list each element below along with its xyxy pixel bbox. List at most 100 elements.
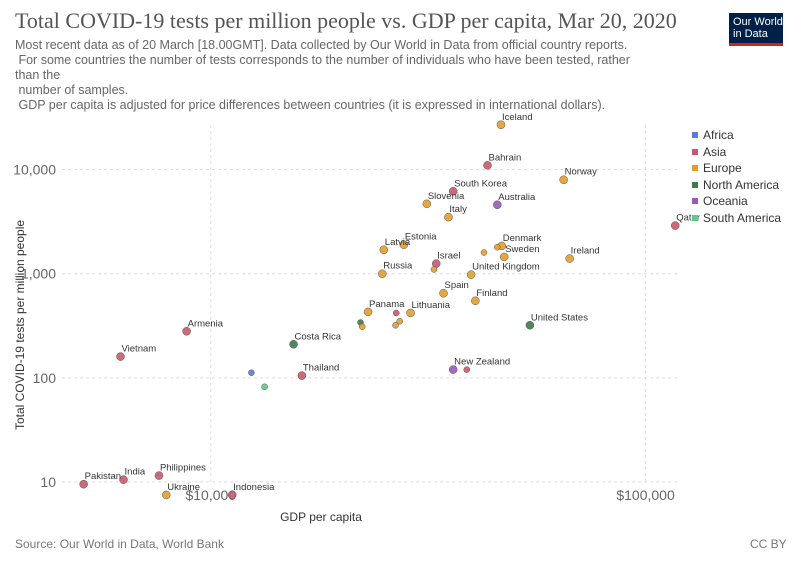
data-point[interactable] <box>448 365 458 374</box>
data-point[interactable] <box>289 340 298 349</box>
x-tick-label: $100,000 <box>616 487 675 503</box>
point-label: Denmark <box>503 233 542 244</box>
legend-item[interactable]: South America <box>692 210 781 227</box>
data-point[interactable] <box>182 327 191 336</box>
y-axis-title: Total COVID-19 tests per million people <box>13 220 27 430</box>
data-point[interactable] <box>379 245 389 255</box>
data-point[interactable] <box>448 187 458 196</box>
data-point[interactable] <box>493 200 502 210</box>
point-label: Spain <box>445 280 469 291</box>
subtitle-line: For some countries the number of tests c… <box>15 53 630 67</box>
legend-label: South America <box>703 210 782 225</box>
point-label: Armenia <box>188 318 224 329</box>
legend-label: Asia <box>703 144 727 159</box>
data-point[interactable] <box>119 475 128 484</box>
data-point[interactable] <box>466 270 476 279</box>
point-label: Qatar <box>676 213 700 224</box>
legend-label: Oceania <box>703 194 748 209</box>
legend-label: Europe <box>703 161 742 176</box>
point-label: Australia <box>498 192 536 203</box>
subtitle-line: number of samples. <box>15 83 129 97</box>
data-point[interactable] <box>162 490 171 500</box>
source-note[interactable]: Source: Our World in Data, World Bank <box>15 537 224 551</box>
data-point[interactable] <box>565 254 574 263</box>
point-label: Sweden <box>505 244 539 255</box>
data-point[interactable] <box>399 240 409 249</box>
point-label: Iceland <box>502 112 533 123</box>
point-label: United States <box>531 312 588 323</box>
data-point[interactable] <box>471 296 480 306</box>
logo-line: Our World <box>733 16 783 28</box>
subtitle-line: than the <box>15 68 61 82</box>
subtitle-line: Most recent data as of 20 March [18.00GM… <box>15 38 628 52</box>
point-label: India <box>125 467 146 478</box>
data-point[interactable] <box>248 369 255 376</box>
point-label: Ireland <box>571 246 600 257</box>
point-label: Bahrain <box>489 152 522 163</box>
legend-item[interactable]: Asia <box>692 144 781 161</box>
data-point[interactable] <box>494 243 501 251</box>
point-label: Panama <box>369 299 405 310</box>
legend-swatch <box>692 148 698 155</box>
data-point[interactable] <box>496 120 506 130</box>
data-point[interactable] <box>480 249 488 256</box>
data-point[interactable] <box>261 383 268 391</box>
point-label: Finland <box>476 288 507 299</box>
legend-swatch <box>692 165 698 172</box>
data-point[interactable] <box>116 352 125 361</box>
legend-item[interactable]: Europe <box>692 160 781 177</box>
data-point[interactable] <box>297 371 307 380</box>
data-point[interactable] <box>463 366 471 373</box>
data-point[interactable] <box>358 323 366 330</box>
y-tick-label: 10,000 <box>13 162 56 178</box>
data-point[interactable] <box>499 252 509 262</box>
legend-item[interactable]: Oceania <box>692 193 781 210</box>
data-point[interactable] <box>392 322 399 329</box>
point-label: Russia <box>383 261 413 272</box>
point-label: Norway <box>565 167 597 178</box>
data-point[interactable] <box>483 161 492 170</box>
legend-swatch <box>692 198 698 205</box>
tick-labels: 10 100 1,000 10,000 $10,000 $100,000 <box>13 162 675 503</box>
logo-line: in Data <box>733 28 768 40</box>
subtitle-line: GDP per capita is adjusted for price dif… <box>15 98 606 112</box>
data-point[interactable] <box>154 471 164 480</box>
point-label: United Kingdom <box>472 262 540 273</box>
y-tick-label: 1,000 <box>21 266 56 282</box>
legend-swatch <box>692 214 698 221</box>
point-label: Italy <box>449 204 467 215</box>
license-link[interactable]: CC BY <box>750 537 787 551</box>
data-point[interactable] <box>422 199 432 209</box>
data-point[interactable] <box>363 307 373 317</box>
legend-item[interactable]: North America <box>692 177 781 194</box>
owid-logo[interactable]: Our World in Data <box>729 13 783 46</box>
point-label: Estonia <box>405 232 437 243</box>
chart-title: Total COVID-19 tests per million people … <box>15 8 677 33</box>
point-label: South Korea <box>454 178 508 189</box>
point-label: New Zealand <box>454 357 510 368</box>
data-point[interactable] <box>525 321 535 330</box>
data-point[interactable] <box>406 308 415 318</box>
legend-label: Africa <box>703 128 734 143</box>
y-tick-label: 10 <box>40 474 56 490</box>
data-point[interactable] <box>444 212 453 222</box>
data-point[interactable] <box>670 221 680 230</box>
data-point[interactable] <box>227 490 237 500</box>
legend-swatch <box>692 181 698 188</box>
data-point[interactable] <box>79 479 88 489</box>
point-label: Costa Rica <box>295 331 342 342</box>
point-label: Pakistan <box>85 471 121 482</box>
chart-subtitle: Most recent data as of 20 March [18.00GM… <box>15 38 695 113</box>
point-labels: Iceland Bahrain Norway South Korea Australia… <box>85 112 700 493</box>
data-point[interactable] <box>430 266 438 273</box>
data-point[interactable] <box>378 269 387 278</box>
data-point[interactable] <box>396 317 403 325</box>
legend-item[interactable]: Africa <box>692 127 781 144</box>
point-label: Indonesia <box>233 482 275 493</box>
data-point[interactable] <box>439 288 448 298</box>
point-label: Thailand <box>303 363 339 374</box>
data-point[interactable] <box>559 175 568 184</box>
data-point[interactable] <box>392 309 400 317</box>
point-label: Vietnam <box>122 344 157 355</box>
